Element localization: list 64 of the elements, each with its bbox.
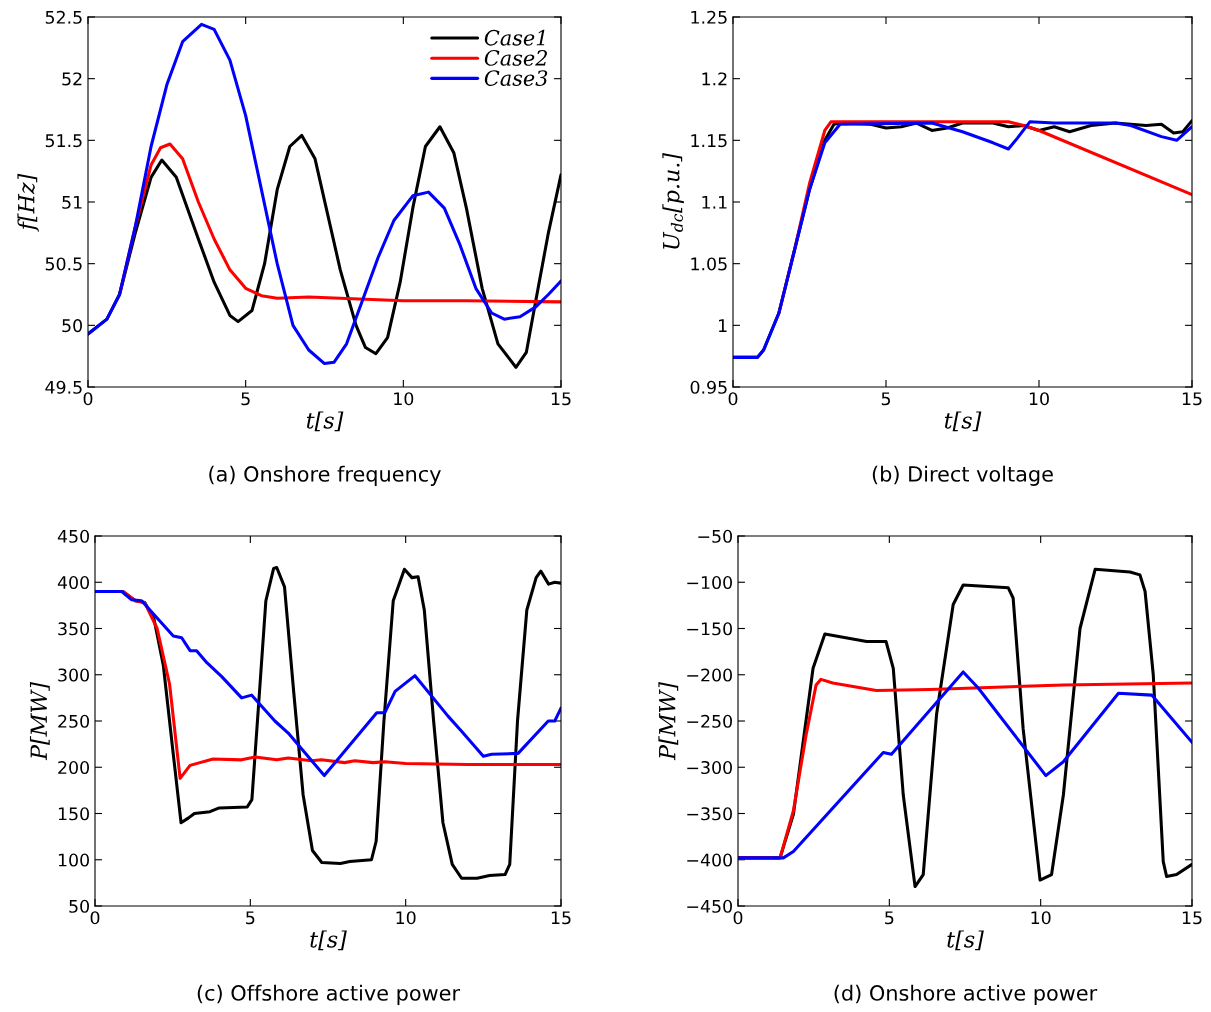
y-tick-label: 350	[58, 622, 89, 636]
y-tick-label: 1	[719, 319, 727, 332]
y-tick-label: 52.5	[45, 10, 82, 24]
y-tick-label: 52	[62, 72, 82, 86]
y-tick-label: 250	[58, 714, 89, 728]
y-tick-label: 150	[58, 807, 89, 821]
y-tick-label: 200	[58, 760, 89, 775]
x-axis-title: t[s]	[944, 411, 982, 432]
legend-label: Case2	[484, 50, 548, 66]
y-tick-label: 51.5	[45, 134, 82, 148]
y-tick-label: 50.5	[45, 257, 82, 271]
x-tick-label: 15	[1182, 392, 1202, 406]
y-tick-label: 400	[57, 575, 89, 590]
y-tick-label: −400	[687, 853, 732, 867]
text: (a) Onshore frequency	[209, 465, 441, 486]
x-tick-label: 10	[394, 392, 414, 406]
x-tick-label: 0	[90, 911, 100, 925]
y-tick-label: 100	[58, 853, 89, 867]
y-tick-label: 50	[62, 319, 82, 333]
x-tick-label: 10	[396, 911, 416, 925]
y-tick-label: 50	[69, 899, 89, 913]
y-tick-label: −250	[687, 714, 732, 728]
y-axis-title: f[Hz]	[17, 173, 39, 232]
y-tick-label: 49.5	[45, 380, 82, 394]
y-tick-label: 1.2	[702, 72, 727, 86]
y-tick-label: 1.1	[702, 195, 727, 209]
x-tick-label: 5	[881, 392, 891, 406]
y-tick-label: −300	[687, 760, 732, 775]
x-tick-label: 15	[1182, 911, 1202, 925]
x-tick-label: 0	[733, 911, 743, 925]
y-tick-label: −200	[687, 668, 732, 682]
x-tick-label: 15	[551, 911, 571, 925]
text: (d) Onshore active power	[834, 984, 1098, 1005]
y-tick-label: 1.15	[691, 134, 727, 148]
y-tick-label: 1.25	[691, 10, 727, 24]
x-tick-label: 15	[551, 392, 571, 406]
y-tick-label: −100	[687, 575, 732, 590]
y-axis-title: U$_{dc}$[p.u.]	[662, 152, 684, 249]
y-tick-label: −450	[687, 899, 732, 913]
x-axis-title: t[s]	[947, 930, 984, 951]
x-tick-label: 5	[885, 911, 894, 925]
y-axis-title: P[MW]	[658, 682, 679, 761]
legend-label: Case3	[484, 70, 548, 86]
x-tick-label: 5	[241, 392, 250, 406]
x-tick-label: 5	[246, 911, 255, 925]
x-tick-label: 10	[1031, 911, 1051, 925]
x-tick-label: 0	[728, 392, 738, 406]
line-series	[88, 22, 561, 366]
y-tick-label: 51	[62, 195, 82, 209]
y-tick-label: −50	[698, 529, 732, 543]
y-tick-label: 300	[58, 668, 89, 682]
x-tick-label: 10	[1029, 392, 1049, 406]
y-tick-label: −350	[687, 807, 732, 821]
text: (c) Offshore active power	[197, 984, 461, 1005]
text: (b) Direct voltage	[872, 465, 1053, 486]
x-axis-title: t[s]	[306, 411, 344, 432]
y-tick-label: −150	[687, 622, 732, 636]
legend-label: Case1	[484, 29, 545, 46]
x-tick-label: 0	[83, 392, 93, 406]
x-axis-title: t[s]	[310, 930, 347, 951]
y-tick-label: 0.95	[690, 380, 727, 394]
y-axis-title: P[MW]	[29, 682, 50, 761]
y-tick-label: 1.05	[691, 257, 727, 271]
y-tick-label: 450	[57, 529, 89, 543]
